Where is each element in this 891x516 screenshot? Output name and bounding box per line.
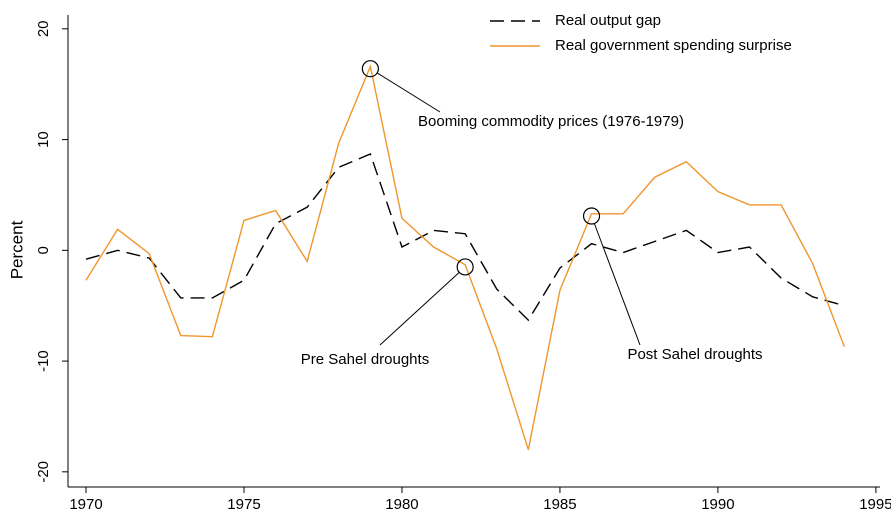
x-tick-label: 1985	[543, 496, 576, 513]
y-tick-label: 0	[35, 246, 52, 254]
annotation-circle	[582, 207, 601, 225]
annotation-circle	[361, 60, 379, 78]
annotation-text: Post Sahel droughts	[627, 346, 762, 363]
annotation-connector	[593, 223, 641, 346]
y-tick-label: 10	[35, 131, 52, 148]
annotation-connector	[376, 72, 441, 113]
series-line	[85, 64, 845, 450]
y-tick-label: -20	[35, 461, 52, 483]
x-tick-label: 1975	[227, 496, 260, 513]
legend-label: Real output gap	[555, 12, 661, 29]
x-tick-label: 1970	[69, 496, 102, 513]
annotation-circle	[456, 258, 474, 276]
x-tick-label: 1980	[385, 496, 418, 513]
y-tick-label: -10	[35, 350, 52, 372]
series-line	[85, 153, 845, 322]
x-tick-label: 1995	[859, 496, 891, 513]
annotation-text: Booming commodity prices (1976-1979)	[418, 113, 684, 130]
annotation-connector	[379, 271, 460, 346]
annotation-text: Pre Sahel droughts	[301, 351, 429, 368]
legend-label: Real government spending surprise	[555, 37, 792, 54]
y-tick-label: 20	[35, 20, 52, 37]
y-axis-label: Percent	[7, 220, 26, 279]
x-tick-label: 1990	[701, 496, 734, 513]
